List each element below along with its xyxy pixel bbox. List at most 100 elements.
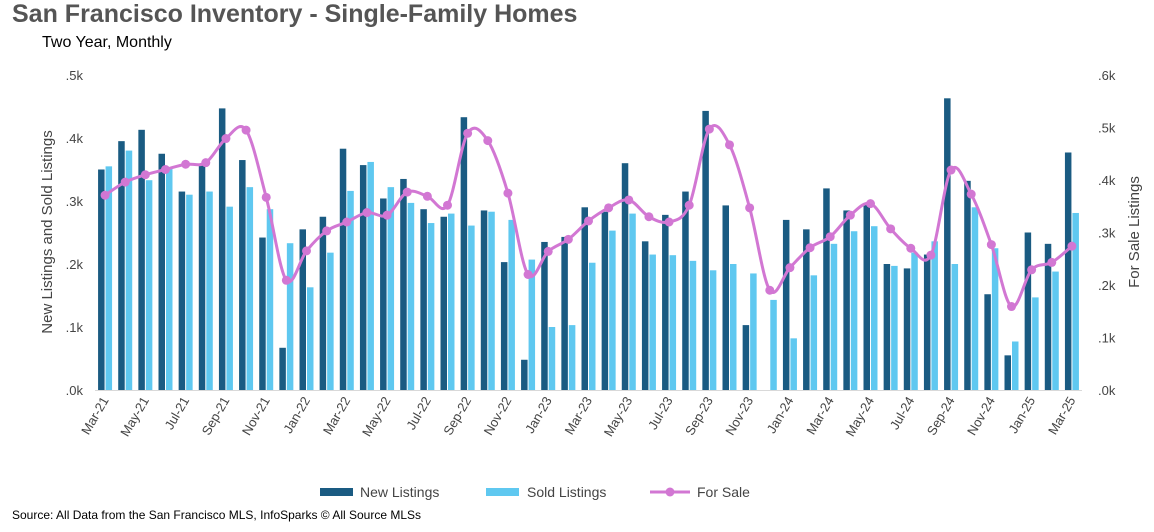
for-sale-point [100, 190, 110, 200]
bar-new-listings [239, 160, 246, 390]
x-tick-label: Sep-22 [440, 394, 474, 438]
bar-new-listings [521, 359, 528, 390]
bar-sold-listings [468, 225, 475, 390]
bar-sold-listings [427, 223, 435, 390]
bar-new-listings [722, 205, 729, 390]
for-sale-point [322, 226, 332, 236]
bar-sold-listings [286, 243, 294, 390]
for-sale-point [886, 224, 896, 234]
bar-sold-listings [770, 299, 777, 390]
for-sale-point [1007, 302, 1016, 312]
for-sale-point [120, 177, 130, 187]
bar-sold-listings [548, 327, 556, 390]
bar-sold-listings [589, 262, 596, 390]
for-sale-point [725, 140, 734, 150]
for-sale-point [221, 134, 231, 144]
bar-sold-listings [971, 207, 979, 390]
for-sale-point [624, 195, 634, 205]
x-tick-label: Nov-24 [964, 394, 998, 438]
bar-new-listings [359, 165, 367, 390]
right-tick-label: .4k [1098, 173, 1116, 188]
bar-sold-listings [166, 168, 173, 390]
for-sale-point [866, 199, 875, 209]
bar-new-listings [218, 108, 226, 390]
bar-sold-listings [891, 265, 898, 390]
x-tick-label: Jan-24 [764, 394, 797, 436]
bar-sold-listings [105, 166, 113, 390]
for-sale-point [805, 243, 815, 253]
bar-sold-listings [1032, 297, 1039, 390]
bar-new-listings [259, 237, 266, 390]
x-tick-label: Jul-22 [403, 394, 434, 432]
legend-swatch-sold-listings [486, 488, 519, 496]
for-sale-point [181, 159, 191, 169]
bar-new-listings [158, 153, 165, 390]
for-sale-point [402, 187, 412, 197]
bar-sold-listings [689, 260, 697, 390]
bar-new-listings [702, 110, 709, 390]
bar-sold-listings [1072, 212, 1079, 390]
bar-sold-listings [508, 219, 515, 390]
bar-new-listings [420, 209, 427, 390]
bar-sold-listings [750, 273, 757, 390]
x-tick-label: May-22 [359, 394, 394, 439]
bar-sold-listings [871, 226, 878, 390]
legend-label-for-sale: For Sale [697, 484, 750, 500]
y2-axis-label: For Sale Listings [1126, 176, 1143, 288]
x-tick-label: Jul-24 [887, 394, 918, 432]
x-tick-label: Nov-22 [481, 394, 515, 438]
bar-sold-listings [1052, 271, 1059, 390]
for-sale-point [1027, 265, 1037, 275]
bar-sold-listings [830, 243, 838, 390]
left-tick-label: .4k [66, 131, 84, 146]
for-sale-point [422, 191, 432, 201]
bar-sold-listings [931, 241, 938, 390]
legend-label-new-listings: New Listings [360, 484, 439, 500]
x-tick-label: Jan-25 [1005, 394, 1038, 436]
left-tick-label: .1k [66, 320, 84, 335]
for-sale-point [563, 234, 573, 244]
x-tick-label: Mar-21 [78, 394, 112, 437]
bar-new-listings [279, 347, 286, 390]
right-tick-label: .5k [1098, 121, 1116, 136]
y-axis-label: New Listings and Sold Listings [39, 130, 56, 333]
bar-sold-listings [568, 325, 576, 390]
bar-sold-listings [448, 213, 455, 390]
bar-sold-listings [266, 209, 274, 390]
bar-sold-listings [991, 248, 999, 390]
bar-sold-listings [327, 252, 334, 390]
bar-new-listings [138, 129, 145, 390]
right-axis-ticks: .0k .1k .2k .3k .4k .5k .6k [1098, 68, 1116, 398]
x-tick-label: Mar-25 [1045, 394, 1079, 437]
for-sale-point [362, 208, 372, 218]
for-sale-line [100, 124, 1077, 312]
for-sale-point [825, 232, 835, 242]
x-tick-label: Mar-23 [562, 394, 596, 437]
x-tick-label: Jul-23 [645, 394, 676, 432]
legend-swatch-new-listings [320, 488, 353, 496]
bar-new-listings [198, 165, 206, 390]
bar-new-listings [601, 211, 609, 390]
bar-new-listings [984, 294, 991, 390]
for-sale-point [785, 263, 795, 273]
bar-sold-listings [246, 187, 254, 390]
bar-sold-listings [387, 187, 395, 390]
right-tick-label: .1k [1098, 331, 1116, 346]
bar-new-listings [863, 204, 870, 390]
for-sale-point [543, 246, 553, 256]
for-sale-point [201, 158, 211, 168]
for-sale-point [463, 128, 473, 138]
chart-subtitle: Two Year, Monthly [42, 34, 172, 51]
bar-new-listings [903, 268, 911, 390]
x-tick-label: Nov-21 [239, 394, 273, 438]
bar-sold-listings [206, 191, 213, 390]
bar-sold-listings [629, 213, 636, 390]
x-tick-label: Nov-23 [722, 394, 756, 438]
bar-new-listings [319, 216, 327, 390]
bar-new-listings [400, 178, 407, 390]
x-tick-label: Sep-23 [682, 394, 716, 438]
chart-title: San Francisco Inventory - Single-Family … [12, 0, 578, 28]
x-tick-label: Jul-21 [162, 394, 193, 432]
for-sale-point [684, 200, 694, 210]
